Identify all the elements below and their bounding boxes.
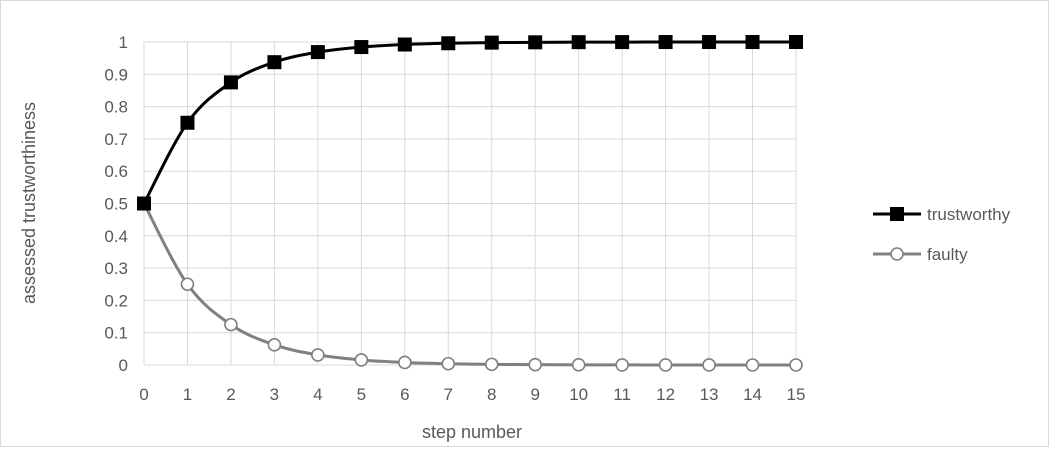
x-tick-label-1: 1: [183, 385, 192, 404]
faulty-series-line: [142, 202, 798, 367]
y-tick-label-10: 1: [119, 33, 128, 52]
series-lines: [142, 40, 798, 367]
trustworthy-point-10: [571, 35, 586, 50]
x-tick-label-9: 9: [530, 385, 539, 404]
x-tick-label-10: 10: [569, 385, 588, 404]
y-tick-label-6: 0.6: [104, 162, 128, 181]
x-tick-label-11: 11: [613, 385, 631, 404]
legend-item-trustworthy: trustworthy: [873, 205, 1011, 224]
faulty-point-10: [571, 358, 586, 372]
legend-marker-trustworthy: [890, 207, 904, 221]
x-tick-label-3: 3: [270, 385, 279, 404]
faulty-point-2: [224, 317, 238, 332]
y-tick-label-0: 0: [119, 356, 128, 375]
trustworthy-point-6: [397, 37, 412, 52]
faulty-point-13: [702, 358, 716, 372]
trustworthy-point-8: [484, 35, 499, 50]
trustworthy-point-11: [615, 35, 630, 50]
faulty-point-9: [528, 357, 543, 372]
trustworthy-point-4: [310, 45, 325, 60]
trustworthy-point-7: [441, 36, 456, 51]
x-tick-label-4: 4: [313, 385, 322, 404]
trustworthy-point-15: [789, 35, 803, 50]
y-tick-label-2: 0.2: [104, 291, 128, 310]
x-tick-label-2: 2: [226, 385, 235, 404]
legend: trustworthy faulty: [873, 205, 1011, 264]
faulty-point-8: [484, 357, 499, 372]
y-tick-label-3: 0.3: [104, 259, 128, 278]
y-tick-label-8: 0.8: [104, 98, 128, 117]
legend-marker-faulty: [890, 247, 904, 261]
y-tick-label-5: 0.5: [104, 195, 128, 214]
faulty-point-15: [789, 358, 803, 372]
faulty-point-4: [311, 348, 325, 362]
x-tick-label-0: 0: [139, 385, 148, 404]
x-tick-label-14: 14: [743, 385, 762, 404]
faulty-point-5: [354, 353, 369, 367]
trustworthy-point-2: [223, 75, 238, 90]
trustworthy-point-12: [658, 35, 673, 50]
trustworthy-point-3: [267, 55, 282, 70]
y-tick-label-1: 0.1: [104, 324, 128, 343]
x-tick-label-5: 5: [357, 385, 366, 404]
y-tick-label-7: 0.7: [104, 130, 128, 149]
x-axis-title: step number: [422, 422, 522, 442]
faulty-point-14: [745, 358, 760, 372]
legend-label-faulty: faulty: [927, 245, 968, 264]
y-tick-label-4: 0.4: [104, 227, 128, 246]
trustworthy-point-9: [528, 35, 543, 50]
x-tick-label-7: 7: [444, 385, 453, 404]
tick-labels: 00.10.20.30.40.50.60.70.80.910 1 2 3 4 5 6 7 8 9 1…: [104, 33, 805, 404]
x-tick-label-12: 12: [656, 385, 675, 404]
x-tick-label-13: 13: [700, 385, 719, 404]
y-tick-label-9: 0.9: [104, 65, 128, 84]
series-markers: [137, 35, 803, 372]
faulty-point-3: [267, 338, 282, 352]
trustworthy-series-line: [142, 40, 798, 205]
trustworthy-point-0: [137, 196, 151, 211]
trustworthy-point-14: [745, 35, 760, 50]
x-tick-label-15: 15: [787, 385, 806, 404]
trustworthy-point-5: [354, 40, 369, 55]
legend-item-faulty: faulty: [873, 245, 968, 264]
faulty-point-11: [615, 358, 629, 372]
x-tick-label-8: 8: [487, 385, 496, 404]
x-tick-label-6: 6: [400, 385, 409, 404]
faulty-point-7: [441, 356, 456, 371]
trustworthy-point-13: [702, 35, 717, 50]
legend-label-trustworthy: trustworthy: [927, 205, 1011, 224]
faulty-point-12: [658, 358, 673, 372]
faulty-point-6: [397, 355, 412, 370]
trustworthy-point-1: [180, 115, 195, 130]
gridlines: [143, 41, 797, 366]
y-axis-title: assessed trustworthiness: [19, 102, 39, 304]
faulty-point-1: [180, 277, 195, 292]
